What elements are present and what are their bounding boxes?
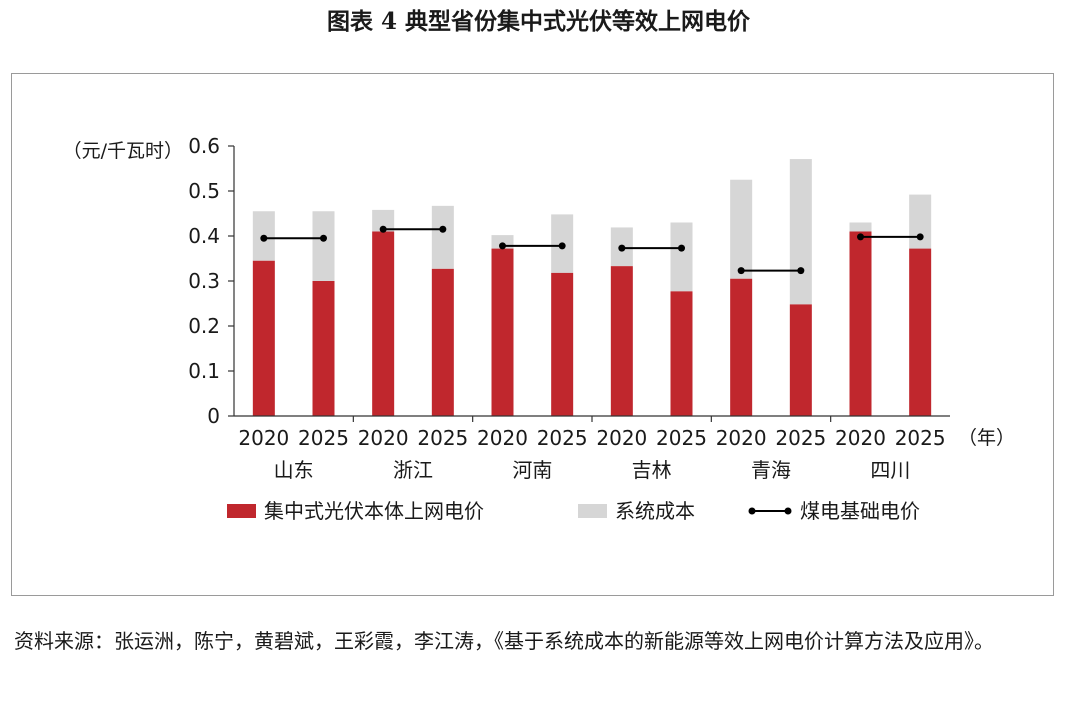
legend-swatch-coal-point (784, 507, 792, 515)
coal-price-layer (260, 225, 924, 275)
legend-swatch-pv-price (227, 504, 256, 518)
bar-pv-price (610, 266, 633, 416)
y-axis-label: （元/千瓦时） (63, 140, 183, 162)
legend: 集中式光伏本体上网电价 系统成本 煤电基础电价 (227, 499, 920, 523)
bar-pv-price (372, 231, 395, 416)
axes-layer (233, 146, 950, 417)
x-tick-label-year: 2020 (835, 426, 886, 450)
bar-system-cost (849, 222, 872, 232)
bar-pv-price (670, 291, 693, 416)
bar-pv-price (730, 278, 753, 416)
coal-price-point (260, 234, 268, 242)
y-tick-label: 0.6 (188, 134, 220, 158)
figure-title: 图表 4 典型省份集中式光伏等效上网电价 (326, 8, 751, 35)
coal-price-point (857, 233, 864, 241)
bar-pv-price (491, 248, 514, 416)
x-group-label: 山东 (274, 458, 314, 482)
y-tick-label: 0.5 (188, 179, 220, 203)
coal-price-point (618, 244, 626, 252)
x-tick-label-year: 2020 (596, 426, 647, 450)
x-group-label: 四川 (870, 458, 910, 482)
source-note: 资料来源：张运洲，陈宁，黄碧斌，王彩霞，李江涛，《基于系统成本的新能源等效上网电… (14, 629, 994, 653)
bar-pv-price (312, 281, 335, 416)
bar-system-cost (789, 159, 812, 305)
legend-swatch-system-cost (578, 504, 607, 518)
coal-price-point (499, 242, 506, 250)
y-tick-label: 0.4 (188, 224, 220, 248)
y-tick-label: 0.2 (188, 314, 220, 338)
bars-layer (252, 159, 932, 416)
x-tick-label-year: 2025 (537, 426, 588, 450)
x-tick-label-year: 2020 (238, 426, 289, 450)
x-axis-unit: （年） (958, 427, 1015, 449)
chart-svg: 0 0.1 0.2 0.3 0.4 0.5 0.6 2020 2025 山东 2020 2025 浙江… (63, 134, 1015, 523)
y-tick-label: 0.1 (188, 359, 220, 383)
coal-price-point (916, 233, 924, 241)
bar-pv-price (909, 248, 932, 416)
coal-price-point (558, 242, 566, 250)
x-group-label: 吉林 (632, 458, 672, 482)
x-tick-label-year: 2025 (895, 426, 946, 450)
x-tick-label-year: 2020 (477, 426, 528, 450)
bar-system-cost (909, 194, 932, 249)
bar-system-cost (431, 205, 454, 269)
x-group-label: 河南 (512, 458, 552, 482)
bar-system-cost (372, 209, 395, 232)
y-tick-label: 0 (207, 404, 220, 428)
y-ticks-layer: 0 0.1 0.2 0.3 0.4 0.5 0.6 (188, 134, 234, 428)
coal-price-point (797, 267, 805, 275)
bar-system-cost (730, 179, 753, 279)
x-ticks-layer: 2020 2025 山东 2020 2025 浙江 2020 2025 河南 2020 2025 吉林… (238, 416, 946, 482)
x-tick-label-year: 2025 (656, 426, 707, 450)
coal-price-point (320, 234, 327, 242)
x-tick-label-year: 2025 (775, 426, 826, 450)
bar-pv-price (849, 231, 872, 416)
legend-label-pv-price: 集中式光伏本体上网电价 (264, 499, 484, 523)
legend-label-system-cost: 系统成本 (615, 499, 695, 523)
x-group-label: 青海 (751, 458, 791, 482)
x-group-label: 浙江 (393, 458, 433, 482)
x-tick-label-year: 2025 (298, 426, 349, 450)
bar-pv-price (431, 268, 454, 416)
bar-system-cost (312, 211, 335, 281)
legend-swatch-coal-point (748, 507, 756, 515)
bar-system-cost (670, 222, 693, 292)
chart-frame (11, 73, 1054, 596)
coal-price-point (678, 244, 685, 252)
coal-price-point (737, 267, 745, 275)
x-tick-label-year: 2020 (358, 426, 409, 450)
bar-pv-price (252, 260, 275, 416)
legend-label-coal-price: 煤电基础电价 (800, 499, 920, 523)
x-tick-label-year: 2025 (417, 426, 468, 450)
coal-price-point (439, 225, 447, 233)
y-tick-label: 0.3 (188, 269, 220, 293)
x-tick-label-year: 2020 (716, 426, 767, 450)
bar-pv-price (551, 272, 574, 416)
bar-pv-price (789, 304, 812, 416)
coal-price-point (379, 225, 387, 233)
